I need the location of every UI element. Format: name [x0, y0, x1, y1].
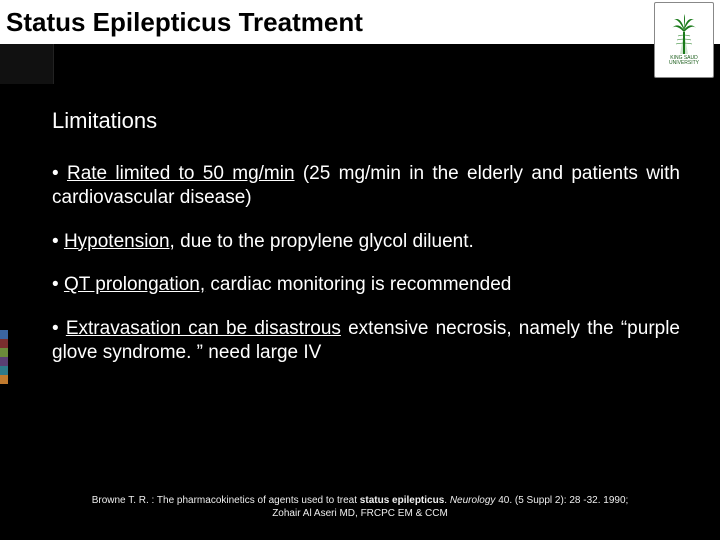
bullet-list: • Rate limited to 50 mg/min (25 mg/min i… [52, 162, 680, 365]
ref-journal: Neurology [450, 495, 496, 506]
ref-article: The pharmacokinetics of agents used to t… [157, 495, 360, 506]
bullet-lead: Extravasation can be disastrous [66, 318, 341, 339]
bullet-marker: • [52, 163, 67, 184]
palm-tree-icon [670, 14, 698, 54]
slide-title: Status Epilepticus Treatment [6, 7, 363, 38]
bullet-lead: QT prolongation, [64, 274, 205, 295]
bullet-rest: due to the propylene glycol diluent. [175, 231, 474, 252]
stripe-segment [0, 366, 8, 375]
bullet-lead: Hypotension, [64, 231, 175, 252]
bullet-item: • Extravasation can be disastrous extens… [52, 317, 680, 365]
stripe-segment [0, 348, 8, 357]
stripe-segment [0, 330, 8, 339]
ref-line2: Zohair Al Aseri MD, FRCPC EM & CCM [272, 508, 448, 519]
bullet-item: • Rate limited to 50 mg/min (25 mg/min i… [52, 162, 680, 210]
accent-stripe [0, 330, 8, 384]
ref-boldterm: status epilepticus [360, 495, 444, 506]
subtitle: Limitations [52, 108, 680, 134]
title-bar: Status Epilepticus Treatment [0, 0, 720, 44]
ref-vol: 40. (5 Suppl 2): 28 -32. 1990; [495, 495, 628, 506]
reference-footer: Browne T. R. : The pharmacokinetics of a… [60, 494, 660, 520]
bullet-marker: • [52, 318, 66, 339]
bullet-marker: • [52, 274, 64, 295]
stripe-segment [0, 339, 8, 348]
stripe-segment [0, 375, 8, 384]
bullet-item: • QT prolongation, cardiac monitoring is… [52, 273, 680, 297]
slide: Status Epilepticus Treatment KING SAUD U… [0, 0, 720, 540]
university-logo: KING SAUD UNIVERSITY [654, 2, 714, 78]
stripe-segment [0, 357, 8, 366]
content-area: Limitations • Rate limited to 50 mg/min … [52, 108, 680, 365]
ref-author: Browne T. R. : [92, 495, 157, 506]
bullet-item: • Hypotension, due to the propylene glyc… [52, 230, 680, 254]
bullet-rest: cardiac monitoring is recommended [205, 274, 511, 295]
bullet-marker: • [52, 231, 64, 252]
logo-caption: KING SAUD UNIVERSITY [659, 56, 709, 66]
corner-tab [0, 44, 54, 84]
bullet-lead: Rate limited to 50 mg/min [67, 163, 295, 184]
